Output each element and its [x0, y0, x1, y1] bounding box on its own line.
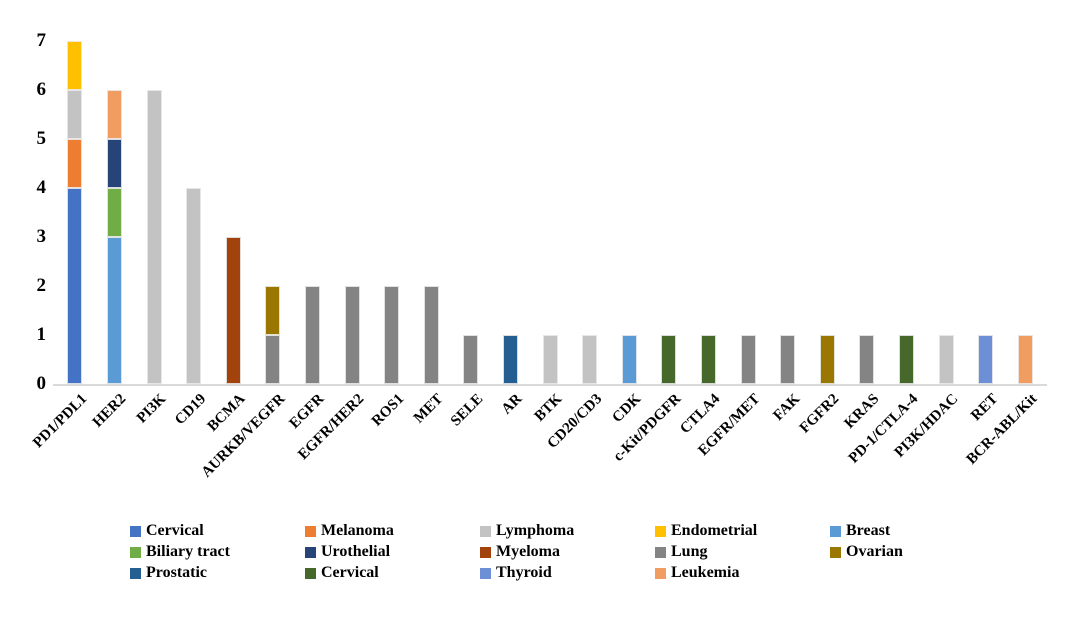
bar-segment — [819, 335, 835, 384]
bar-segment — [106, 188, 122, 237]
x-axis-labels: PD1/PDL1 HER2 PI3K CD19 BCMA AURKB/VEGFR EGFR E… — [0, 389, 1080, 509]
bar-segment — [106, 90, 122, 139]
legend-swatch — [130, 546, 141, 558]
y-tick-label: 2 — [36, 275, 47, 296]
legend-swatch — [655, 546, 666, 558]
y-axis: 0 1 2 3 4 5 6 7 — [0, 30, 47, 394]
legend-swatch — [655, 525, 666, 537]
legend: Cervical Melanoma Lymphoma Endometrial Breas… — [0, 514, 1080, 594]
legend-label: Cervical — [146, 522, 204, 539]
bar-segment — [700, 335, 716, 384]
legend-item: Biliary tract — [130, 542, 230, 562]
bar-segment — [384, 286, 400, 384]
legend-label: Breast — [846, 522, 891, 539]
y-tick-label: 6 — [36, 79, 47, 100]
legend-label: Biliary tract — [146, 543, 230, 560]
bar-segment — [344, 286, 360, 384]
bar-segment — [542, 335, 558, 384]
bar-segment — [67, 41, 83, 90]
legend-item: Cervical — [305, 563, 379, 583]
legend-swatch — [830, 546, 841, 558]
legend-label: Melanoma — [321, 522, 394, 539]
bar-segment — [67, 90, 83, 139]
legend-swatch — [305, 546, 316, 558]
legend-item: Lymphoma — [480, 521, 574, 541]
bar-segment — [898, 335, 914, 384]
bar-segment — [67, 139, 83, 188]
plot-area — [55, 41, 1045, 384]
legend-item: Lung — [655, 542, 707, 562]
legend-item: Ovarian — [830, 542, 903, 562]
bar-segment — [859, 335, 875, 384]
legend-label: Prostatic — [146, 564, 208, 581]
bar-segment — [661, 335, 677, 384]
legend-label: Ovarian — [846, 543, 903, 560]
bar-segment — [1017, 335, 1033, 384]
legend-label: Endometrial — [671, 522, 758, 539]
bar-segment — [265, 286, 281, 335]
y-tick-label: 1 — [36, 324, 47, 345]
legend-item: Urothelial — [305, 542, 390, 562]
legend-label: Myeloma — [496, 543, 560, 560]
bar-segment — [463, 335, 479, 384]
legend-item: Leukemia — [655, 563, 739, 583]
legend-item: Thyroid — [480, 563, 552, 583]
legend-swatch — [830, 525, 841, 537]
y-tick-label: 5 — [36, 128, 47, 149]
legend-swatch — [655, 567, 666, 579]
legend-swatch — [305, 525, 316, 537]
legend-swatch — [130, 525, 141, 537]
bar-segment — [740, 335, 756, 384]
legend-swatch — [480, 546, 491, 558]
legend-item: Melanoma — [305, 521, 394, 541]
bar-segment — [502, 335, 518, 384]
legend-item: Endometrial — [655, 521, 757, 541]
bar-segment — [106, 139, 122, 188]
legend-item: Cervical — [130, 521, 204, 541]
y-tick-label: 3 — [36, 226, 47, 247]
legend-label: Leukemia — [671, 564, 740, 581]
bar-segment — [780, 335, 796, 384]
bar-segment — [106, 237, 122, 384]
bar-segment — [67, 188, 83, 384]
bar-segment — [621, 335, 637, 384]
legend-label: Lymphoma — [496, 522, 575, 539]
bar-segment — [938, 335, 954, 384]
legend-label: Thyroid — [496, 564, 552, 581]
legend-item: Prostatic — [130, 563, 207, 583]
legend-label: Urothelial — [321, 543, 391, 560]
y-tick-label: 0 — [36, 373, 47, 394]
x-axis-line — [53, 384, 1047, 386]
legend-item: Breast — [830, 521, 890, 541]
y-tick-label: 4 — [36, 177, 47, 198]
bar-segment — [265, 335, 281, 384]
bar-segment — [423, 286, 439, 384]
bar-segment — [146, 90, 162, 384]
bar-segment — [225, 237, 241, 384]
legend-swatch — [305, 567, 316, 579]
bar-segment — [978, 335, 994, 384]
legend-label: Cervical — [321, 564, 379, 581]
legend-swatch — [480, 567, 491, 579]
legend-item: Myeloma — [480, 542, 560, 562]
y-tick-label: 7 — [36, 30, 47, 51]
bar-segment — [582, 335, 598, 384]
bar-segment — [186, 188, 202, 384]
legend-swatch — [130, 567, 141, 579]
legend-label: Lung — [671, 543, 708, 560]
legend-swatch — [480, 525, 491, 537]
bar-segment — [304, 286, 320, 384]
